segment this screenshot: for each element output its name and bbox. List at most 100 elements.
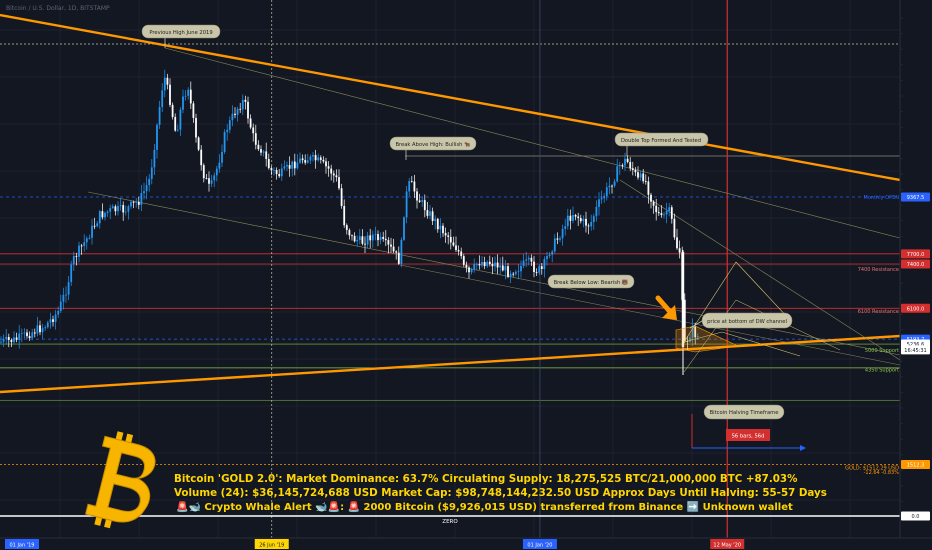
candle <box>13 331 15 345</box>
candle <box>135 197 138 208</box>
candle <box>208 171 210 192</box>
candle <box>163 69 166 98</box>
candle <box>605 182 608 201</box>
svg-text:01 Jan '19: 01 Jan '19 <box>10 543 35 549</box>
candle <box>475 262 478 270</box>
candle <box>499 257 502 275</box>
candle <box>689 333 691 343</box>
callout-double-top[interactable]: Double Top Formed And Tested <box>614 132 709 156</box>
candle <box>390 237 392 253</box>
candle <box>696 333 699 341</box>
candle <box>236 106 239 122</box>
candle <box>572 206 574 224</box>
candle <box>52 315 54 327</box>
candle <box>522 253 525 269</box>
candle <box>221 144 223 168</box>
candle <box>309 154 312 165</box>
candle <box>668 202 671 217</box>
time-axis[interactable]: 01 Jan '19 26 Jun '19 01 Jan '20 12 May '20 <box>0 537 932 550</box>
callout-previous-high[interactable]: Previous High June 2019 <box>141 24 221 48</box>
candle <box>559 235 561 243</box>
candle <box>436 217 439 233</box>
candle <box>262 150 265 157</box>
candle <box>286 161 288 171</box>
price-note: 5000 Support <box>865 348 899 354</box>
candle <box>75 252 78 266</box>
candle <box>49 312 52 329</box>
price-axis[interactable]: 9367.5 Monthly OPEN 7700.0 7400.0 7400 Resis… <box>845 0 932 538</box>
candle <box>566 208 569 230</box>
candle <box>44 325 47 331</box>
candle <box>504 260 507 280</box>
info-line-2: Volume (24): $36,145,724,688 USD Market … <box>174 487 827 499</box>
candle <box>67 275 70 301</box>
price-note: 7400 Resistance <box>858 267 899 273</box>
candle <box>447 232 450 245</box>
price-note: 4350 Support <box>865 368 899 374</box>
candle <box>80 243 83 255</box>
price-axis-ticks <box>900 17 903 518</box>
candle <box>543 256 546 278</box>
candle <box>150 159 153 185</box>
candle <box>652 200 655 214</box>
callout-halving[interactable]: Bitcoin Halving Timeframe <box>703 404 785 420</box>
callout-text: price at bottom of DW channel <box>707 319 787 325</box>
candle <box>673 213 676 240</box>
candle <box>330 164 333 181</box>
candle <box>117 201 119 216</box>
candle <box>426 201 429 219</box>
candle <box>598 192 600 216</box>
candle <box>148 173 151 192</box>
candle <box>431 207 434 226</box>
candle <box>442 223 444 237</box>
candle <box>351 234 353 241</box>
candle <box>210 174 213 188</box>
candle <box>686 336 689 351</box>
price-tag: 0.0 <box>901 511 930 521</box>
candle <box>660 205 663 218</box>
callout-dw-channel[interactable]: price at bottom of DW channel <box>689 312 793 329</box>
price-tag: 16:45:31 <box>901 345 930 355</box>
candle <box>564 218 567 236</box>
candle <box>452 236 455 247</box>
candle <box>145 176 148 200</box>
candle <box>468 265 470 279</box>
candle <box>507 263 509 279</box>
candle <box>332 170 335 183</box>
candle <box>39 320 41 336</box>
candle <box>470 267 473 275</box>
candle <box>418 193 421 204</box>
candle <box>335 169 338 182</box>
svg-text:1512.3: 1512.3 <box>907 463 925 469</box>
candle <box>366 231 369 249</box>
candle <box>65 286 67 303</box>
candle <box>491 257 494 275</box>
price-note: Monthly OPEN <box>864 195 900 201</box>
candle <box>343 199 346 228</box>
candle <box>678 240 681 259</box>
candle <box>556 232 559 245</box>
halving-bracket <box>691 414 806 451</box>
candle <box>444 227 447 243</box>
candle <box>657 206 660 216</box>
svg-text:9367.5: 9367.5 <box>907 195 925 201</box>
candle <box>655 198 658 221</box>
candle <box>483 256 486 270</box>
candle <box>249 114 252 130</box>
callout-text: Break Above High: Bullish 🐂 <box>395 141 471 148</box>
candle <box>111 204 114 210</box>
callout-break-below[interactable]: Break Below Low: Bearish 🐻 <box>547 274 635 289</box>
svg-text:7400.0: 7400.0 <box>907 262 925 268</box>
candle <box>226 124 229 141</box>
candle <box>434 215 437 230</box>
candle <box>631 161 634 176</box>
candle <box>600 190 603 204</box>
candle <box>603 193 606 203</box>
callout-break-above[interactable]: Break Above High: Bullish 🐂 <box>389 136 477 160</box>
arrow-down-right-icon <box>655 295 677 320</box>
candle <box>182 89 184 114</box>
candle <box>174 113 177 132</box>
callout-text: Break Below Low: Bearish 🐻 <box>554 279 629 286</box>
candle <box>592 213 595 230</box>
